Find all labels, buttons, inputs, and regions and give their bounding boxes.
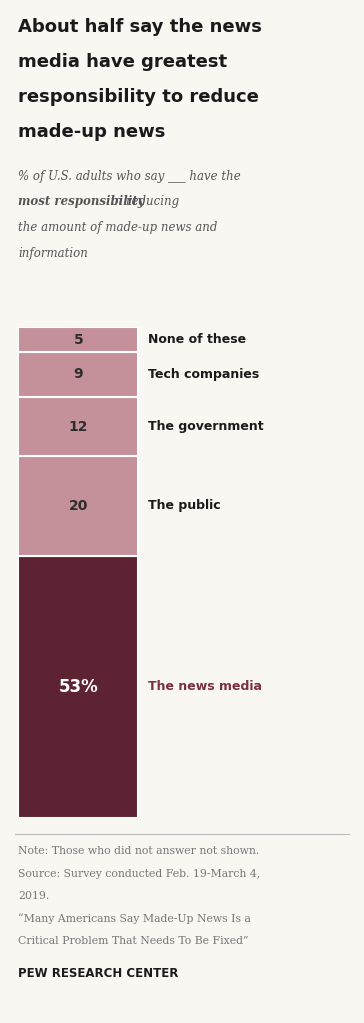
Text: % of U.S. adults who say ___ have the: % of U.S. adults who say ___ have the [18, 170, 241, 183]
Text: The government: The government [149, 420, 264, 433]
Text: 12: 12 [68, 419, 88, 434]
Text: 5: 5 [74, 332, 83, 347]
Bar [18, 352, 138, 397]
Text: Note: Those who did not answer not shown.: Note: Those who did not answer not shown… [18, 846, 260, 856]
Text: in reducing: in reducing [107, 195, 179, 209]
Text: 20: 20 [68, 499, 88, 513]
Text: Critical Problem That Needs To Be Fixed”: Critical Problem That Needs To Be Fixed” [18, 936, 249, 946]
Text: None of these: None of these [149, 333, 246, 346]
Text: Source: Survey conducted Feb. 19-March 4,: Source: Survey conducted Feb. 19-March 4… [18, 869, 261, 879]
Text: media have greatest: media have greatest [18, 53, 227, 72]
Text: made-up news: made-up news [18, 123, 166, 141]
Text: Tech companies: Tech companies [149, 368, 260, 381]
Text: 9: 9 [74, 367, 83, 382]
Text: 2019.: 2019. [18, 891, 50, 901]
Text: PEW RESEARCH CENTER: PEW RESEARCH CENTER [18, 967, 179, 980]
Text: 53%: 53% [58, 678, 98, 696]
Bar [18, 555, 138, 818]
Text: The public: The public [149, 499, 221, 513]
Text: the amount of made-up news and: the amount of made-up news and [18, 221, 218, 234]
Bar [18, 456, 138, 555]
Text: responsibility to reduce: responsibility to reduce [18, 88, 259, 106]
Text: information: information [18, 247, 88, 260]
Text: About half say the news: About half say the news [18, 18, 262, 37]
Bar [18, 327, 138, 352]
Text: “Many Americans Say Made-Up News Is a: “Many Americans Say Made-Up News Is a [18, 914, 251, 925]
Text: most responsibility: most responsibility [18, 195, 145, 209]
Bar [18, 397, 138, 456]
Text: The news media: The news media [149, 680, 262, 694]
